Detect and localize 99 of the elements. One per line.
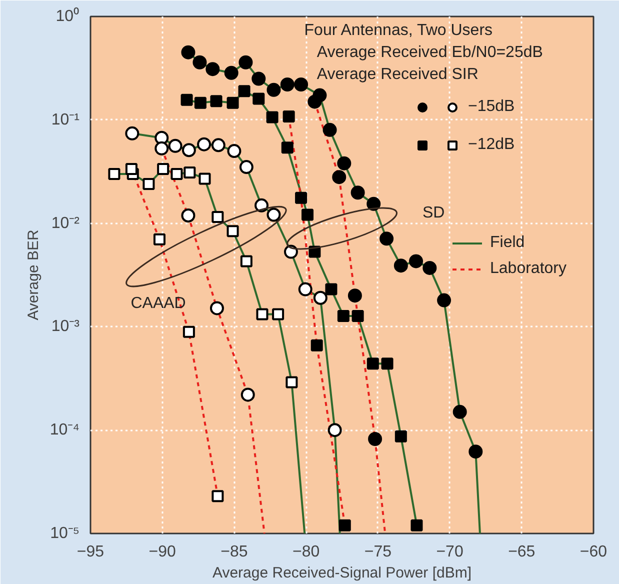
point [394,430,407,442]
point [295,192,308,204]
legend-label: −12dB [468,136,515,154]
point [381,358,394,370]
point [192,55,207,70]
point [181,45,196,60]
point [206,62,220,76]
point [348,288,362,303]
legend-label: Field [490,234,525,252]
point [181,208,196,222]
point [252,92,265,105]
x-tick-label: −65 [508,544,536,560]
point [272,308,284,320]
point [350,186,365,200]
point [266,111,278,124]
point [184,166,196,178]
point [322,122,337,137]
point [338,519,351,532]
annotation: Four Antennas, Two Users [304,22,493,39]
point [394,258,408,273]
point [410,519,423,532]
point [226,225,239,238]
point [366,358,379,370]
point [352,310,364,322]
point [280,78,294,92]
point [302,208,314,221]
point [153,233,166,246]
annotation: Average Received SIR [316,66,478,83]
point [380,232,394,246]
y-tick-label: 10⁻⁴ [50,422,80,439]
point [224,66,238,80]
point [125,163,138,176]
point [170,168,183,180]
legend-label: −15dB [468,98,515,116]
y-tick-label: 10⁰ [56,7,80,25]
point [281,142,294,154]
x-axis-title: Average Received-Signal Power [dBm] [212,564,472,582]
point [298,282,312,296]
point [197,137,212,152]
point [310,339,323,352]
x-tick-label: −70 [436,544,464,560]
point [332,170,346,184]
point [198,172,211,185]
point [194,96,206,109]
point [238,85,250,98]
y-tick-label: 10⁻¹ [51,111,80,128]
point [266,208,281,222]
point [266,82,281,97]
point [226,96,239,109]
legend-label: Laboratory [490,260,566,278]
y-tick-label: 10⁻⁵ [50,525,80,542]
point [328,423,342,438]
point [210,95,222,108]
point [240,388,255,402]
point [252,72,266,86]
point [337,310,350,322]
x-tick-label: −60 [580,544,608,560]
point [308,94,322,109]
y-tick-label: 10⁻² [51,214,80,232]
point [286,376,298,388]
point [368,432,382,446]
point [282,110,295,122]
y-axis-title: Average BER [24,230,42,320]
point [422,260,437,275]
point [210,301,224,316]
point [337,156,352,170]
annotation: SD [422,204,445,222]
point [180,94,193,106]
point [227,144,242,158]
point [125,126,140,140]
annotation: Average Received Eb/N0=25dB [316,44,543,62]
point [437,293,452,308]
point [325,283,338,296]
point [294,78,308,92]
y-tick-label: 10⁻³ [51,318,80,336]
point [452,404,467,419]
annotation: CAAAD [130,294,186,312]
x-tick-label: −80 [292,544,320,560]
point [239,160,254,174]
point [256,308,268,320]
point [182,143,196,158]
point [154,141,169,156]
point [238,55,253,70]
x-tick-label: −95 [76,544,104,560]
point [212,211,224,224]
x-tick-label: −85 [220,544,248,560]
point [313,290,328,305]
point [157,163,170,176]
point [211,138,226,152]
x-tick-label: −90 [148,544,176,560]
point [240,255,252,268]
point [212,490,224,502]
point [409,254,424,268]
point [142,178,155,190]
x-tick-label: −75 [364,544,392,560]
point [468,444,483,459]
point [182,326,195,338]
point [108,168,120,180]
point [168,138,182,153]
